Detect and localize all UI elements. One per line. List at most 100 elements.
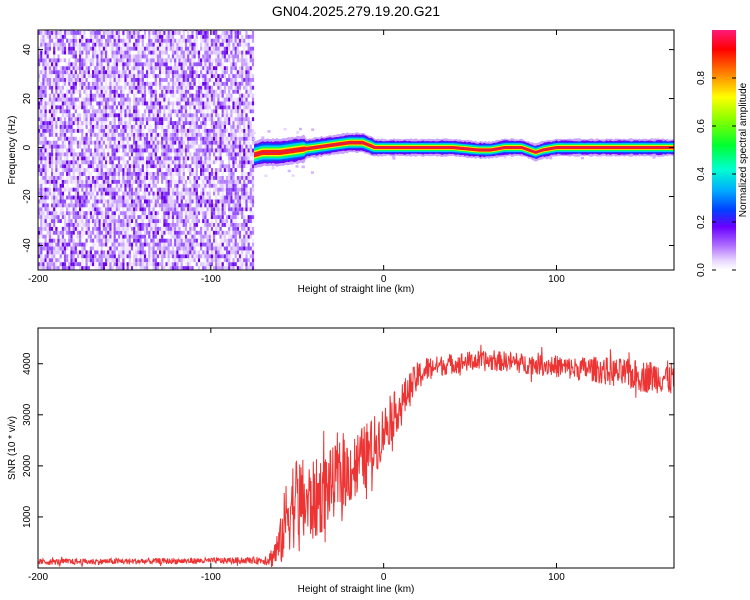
heatmap-cell bbox=[85, 183, 88, 188]
heatmap-cell bbox=[213, 172, 216, 176]
heatmap-cell bbox=[202, 66, 205, 71]
heatmap-cell bbox=[66, 101, 69, 106]
heatmap-cell bbox=[38, 140, 41, 145]
heatmap-cell bbox=[215, 121, 218, 125]
heatmap-cell bbox=[219, 81, 222, 86]
heatmap-cell bbox=[182, 195, 185, 200]
heatmap-cell bbox=[178, 128, 181, 133]
heatmap-cell bbox=[241, 70, 244, 75]
heatmap-cell bbox=[143, 144, 147, 149]
heatmap-cell bbox=[61, 250, 64, 255]
heatmap-cell bbox=[113, 54, 116, 59]
heatmap-cell bbox=[154, 109, 157, 114]
heatmap-cell bbox=[92, 179, 95, 184]
heatmap-cell bbox=[111, 62, 114, 67]
heatmap-cell bbox=[208, 148, 211, 153]
heatmap-cell bbox=[165, 168, 168, 172]
heatmap-cell bbox=[72, 62, 75, 67]
heatmap-cell bbox=[184, 250, 188, 255]
heatmap-cell bbox=[228, 121, 231, 125]
heatmap-cell bbox=[221, 207, 224, 212]
heatmap-cell bbox=[180, 125, 183, 129]
heatmap-cell bbox=[61, 121, 64, 125]
heatmap-cell bbox=[70, 187, 73, 192]
heatmap-cell bbox=[107, 54, 110, 59]
heatmap-cell bbox=[107, 258, 110, 263]
heatmap-cell bbox=[249, 168, 252, 172]
heatmap-cell bbox=[228, 262, 231, 267]
heatmap-cell bbox=[191, 34, 194, 39]
heatmap-cell bbox=[232, 172, 235, 176]
heatmap-cell bbox=[79, 121, 82, 125]
heatmap-cell bbox=[213, 246, 216, 251]
heatmap-cell bbox=[53, 187, 56, 192]
heatmap-cell bbox=[236, 176, 239, 180]
heatmap-cell bbox=[128, 187, 131, 192]
heatmap-cell bbox=[133, 164, 136, 169]
heatmap-cell bbox=[92, 230, 95, 235]
heatmap-cell bbox=[63, 66, 67, 71]
heatmap-cell bbox=[100, 246, 103, 251]
heatmap-cell bbox=[74, 187, 77, 192]
heatmap-cell bbox=[48, 58, 51, 63]
heatmap-cell bbox=[55, 128, 58, 133]
heatmap-cell bbox=[191, 226, 194, 231]
heatmap-cell bbox=[215, 266, 218, 270]
heatmap-cell bbox=[96, 211, 99, 216]
heatmap-cell bbox=[111, 148, 114, 153]
heatmap-cell bbox=[96, 38, 99, 43]
heatmap-cell bbox=[126, 42, 129, 47]
heatmap-cell bbox=[139, 226, 142, 231]
heatmap-cell bbox=[219, 207, 222, 212]
heatmap-cell bbox=[128, 132, 131, 137]
heatmap-cell bbox=[113, 58, 116, 63]
heatmap-cell bbox=[228, 140, 231, 145]
heatmap-cell bbox=[180, 85, 183, 90]
heatmap-cell bbox=[141, 164, 144, 169]
heatmap-cell bbox=[137, 223, 140, 227]
heatmap-cell bbox=[55, 238, 58, 243]
heatmap-cell bbox=[89, 128, 92, 133]
heatmap-cell bbox=[48, 109, 51, 114]
heatmap-cell bbox=[213, 176, 216, 180]
heatmap-cell bbox=[169, 85, 172, 90]
heatmap-cell bbox=[182, 93, 185, 98]
heatmap-cell bbox=[85, 109, 88, 114]
heatmap-cell bbox=[126, 46, 129, 51]
heatmap-cell bbox=[174, 215, 177, 219]
heatmap-cell bbox=[94, 219, 97, 223]
heatmap-cell bbox=[57, 160, 60, 165]
heatmap-cell bbox=[100, 242, 103, 247]
heatmap-cell bbox=[66, 148, 69, 153]
heatmap-cell bbox=[109, 246, 112, 251]
heatmap-cell bbox=[193, 219, 196, 223]
heatmap-cell bbox=[92, 211, 95, 216]
heatmap-cell bbox=[150, 89, 153, 94]
heatmap-cell bbox=[189, 250, 192, 255]
heatmap-cell bbox=[89, 66, 92, 71]
heatmap-cell bbox=[68, 242, 71, 247]
heatmap-cell bbox=[96, 78, 99, 82]
heatmap-cell bbox=[139, 62, 142, 67]
heatmap-cell bbox=[85, 219, 88, 223]
heatmap-cell bbox=[152, 54, 155, 59]
heatmap-cell bbox=[96, 183, 99, 188]
heatmap-cell bbox=[163, 191, 166, 196]
heatmap-cell bbox=[180, 191, 183, 196]
heatmap-cell bbox=[74, 121, 77, 125]
heatmap-cell bbox=[243, 38, 246, 43]
heatmap-cell bbox=[61, 78, 64, 82]
heatmap-cell bbox=[59, 38, 62, 43]
heatmap-cell bbox=[232, 105, 235, 110]
heatmap-cell bbox=[74, 223, 77, 227]
heatmap-cell bbox=[238, 160, 242, 165]
heatmap-cell bbox=[79, 242, 82, 247]
heatmap-cell bbox=[137, 66, 140, 71]
heatmap-cell bbox=[137, 97, 140, 102]
heatmap-cell bbox=[187, 66, 190, 71]
heatmap-cell bbox=[197, 156, 201, 161]
heatmap-cell bbox=[51, 238, 54, 243]
heatmap-cell bbox=[51, 38, 54, 43]
heatmap-cell bbox=[53, 258, 56, 263]
heatmap-cell bbox=[59, 160, 62, 165]
